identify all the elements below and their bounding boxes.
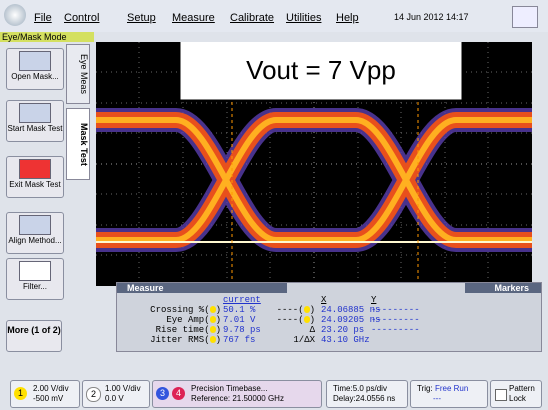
menu-item[interactable]: Utilities: [286, 12, 321, 24]
menu-item[interactable]: Help: [336, 12, 359, 24]
trigger-mode: Free Run: [435, 384, 468, 393]
timebase[interactable]: 3 4 Precision Timebase... Reference: 21.…: [152, 380, 322, 408]
scope-window: File Control Setup Measure Calibrate Uti…: [0, 0, 548, 410]
sidebar-button[interactable]: Open Mask...: [6, 48, 64, 90]
channel-offset: 0.0 V: [105, 394, 124, 404]
channel-number: 1: [14, 387, 27, 400]
marker-value: ---------: [371, 325, 420, 335]
measure-value: 50.1 %: [223, 305, 261, 315]
menu-bar: File Control Setup Measure Calibrate Uti…: [0, 0, 548, 32]
marker-value: ---------: [371, 315, 420, 325]
sidebar-button[interactable]: Start Mask Test: [6, 100, 64, 142]
measure-values: current 50.1 % 7.01 V 9.78 ps 767 fs: [223, 295, 261, 345]
timebase-title: Precision Timebase...: [191, 384, 267, 394]
marker-name: ----: [277, 315, 299, 325]
scope-display: Vout = 7 Vpp: [96, 42, 532, 286]
column-header: Y: [371, 295, 420, 305]
channel-number: 3: [156, 387, 169, 400]
channel-offset: -500 mV: [33, 394, 63, 404]
menu-item[interactable]: Calibrate: [230, 12, 274, 24]
button-label: Filter...: [7, 282, 63, 291]
icon: [19, 159, 51, 179]
mode-label: Eye/Mask Mode: [0, 32, 94, 42]
channel-2[interactable]: 2 1.00 V/div 0.0 V: [82, 380, 150, 408]
timebase-reference: Reference: 21.50000 GHz: [191, 394, 284, 404]
measure-value: 9.78 ps: [223, 325, 261, 335]
marker-names: ----() ----() Δ 1/ΔX: [267, 295, 315, 345]
minimize-button[interactable]: [512, 6, 538, 28]
marker-name: Δ: [267, 325, 315, 335]
icon: [19, 215, 51, 235]
button-label: Align Method...: [7, 236, 63, 245]
marker-name: 1/ΔX: [267, 335, 315, 345]
icon: [19, 103, 51, 123]
measure-value: 767 fs: [223, 335, 261, 345]
measure-name: Eye Amp: [166, 315, 204, 325]
trigger[interactable]: Trig: Free Run ---: [410, 380, 488, 408]
tab[interactable]: Mask Test: [66, 108, 90, 180]
menu-item[interactable]: Setup: [127, 12, 156, 24]
time-delay: Delay:24.0556 ns: [333, 394, 395, 404]
channel-scale: 1.00 V/div: [105, 384, 141, 394]
measure-value: 7.01 V: [223, 315, 261, 325]
sidebar-button[interactable]: Filter...: [6, 258, 64, 300]
panel-title: Markers: [465, 283, 541, 293]
trigger-label: Trig:: [417, 384, 433, 393]
icon: [19, 51, 51, 71]
marker-value: ---------: [371, 305, 420, 315]
icon: [19, 261, 51, 281]
time-settings[interactable]: Time:5.0 ps/div Delay:24.0556 ns: [326, 380, 408, 408]
datetime: 14 Jun 2012 14:17: [394, 12, 469, 22]
channel-number: 4: [172, 387, 185, 400]
sidebar-button[interactable]: Exit Mask Test: [6, 156, 64, 198]
menu-item[interactable]: Measure: [172, 12, 215, 24]
marker-name: ----: [277, 305, 299, 315]
measure-names: Crossing %() Eye Amp() Rise time() Jitte…: [117, 295, 221, 345]
time-scale: Time:5.0 ps/div: [333, 384, 387, 394]
button-label: Exit Mask Test: [7, 180, 63, 189]
channel-scale: 2.00 V/div: [33, 384, 69, 394]
column-header: current: [223, 295, 261, 305]
tab[interactable]: Eye Meas: [66, 44, 90, 104]
measure-name: Jitter RMS: [150, 335, 204, 345]
marker-value: 43.10 GHz: [321, 335, 380, 345]
pattern-lock[interactable]: Pattern Lock: [490, 380, 542, 408]
panel-title: Measure: [117, 283, 287, 293]
measure-panel: Measure Markers Crossing %() Eye Amp() R…: [116, 282, 542, 352]
pattern-label: Lock: [509, 394, 526, 404]
pattern-label: Pattern: [509, 384, 535, 394]
logo: [4, 4, 26, 26]
channel-number: 2: [86, 387, 101, 402]
trigger-extra: ---: [433, 394, 441, 404]
checkbox: [495, 389, 507, 401]
button-label: Start Mask Test: [7, 124, 63, 133]
measure-name: Crossing %: [150, 305, 204, 315]
channel-1[interactable]: 1 2.00 V/div -500 mV: [10, 380, 80, 408]
sidebar-button[interactable]: Align Method...: [6, 212, 64, 254]
menu-item[interactable]: File: [34, 12, 52, 24]
measure-name: Rise time: [156, 325, 205, 335]
button-label: Open Mask...: [7, 72, 63, 81]
marker-y: Y --------- --------- ---------: [371, 295, 420, 335]
annotation: Vout = 7 Vpp: [246, 55, 396, 85]
menu-item[interactable]: Control: [64, 12, 99, 24]
more-button[interactable]: More (1 of 2): [6, 320, 62, 352]
